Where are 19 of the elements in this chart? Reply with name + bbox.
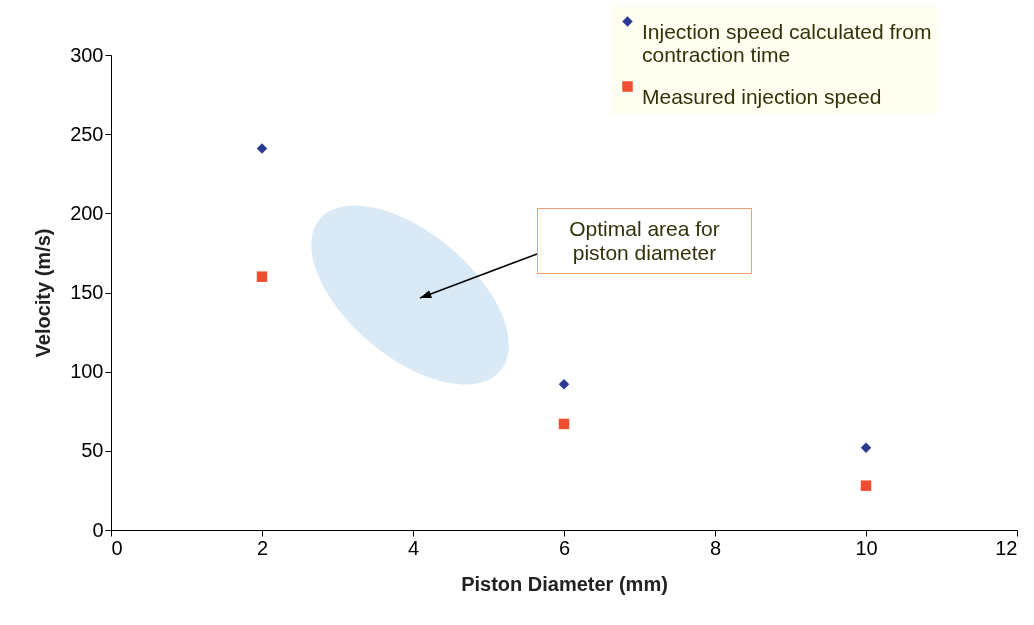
x-tick-label: 4	[407, 536, 420, 559]
legend-label: Injection speed calculated from contraction time	[642, 19, 932, 66]
y-axis-title: Velocity (m/s)	[32, 228, 55, 358]
y-tick-label: 100	[70, 360, 104, 383]
x-tick-label: 8	[709, 536, 722, 559]
legend-label: Measured injection speed	[642, 84, 882, 108]
x-tick-label: 2	[256, 536, 269, 559]
y-tick-label: 150	[70, 281, 104, 303]
y-tick-label: 250	[70, 122, 104, 145]
annotation: Optimal area for piston diameter	[537, 208, 752, 274]
y-tick-label: 300	[70, 43, 104, 66]
x-tick-label: 12	[995, 536, 1018, 559]
y-tick-label: 200	[70, 201, 104, 224]
y-tick-label: 50	[81, 439, 104, 462]
x-tick-label: 6	[558, 536, 571, 559]
x-tick-label: 10	[855, 536, 878, 559]
x-tick-label: 0	[111, 536, 123, 559]
x-axis-title: Piston Diameter (mm)	[461, 572, 668, 595]
y-tick-label: 0	[92, 518, 104, 541]
